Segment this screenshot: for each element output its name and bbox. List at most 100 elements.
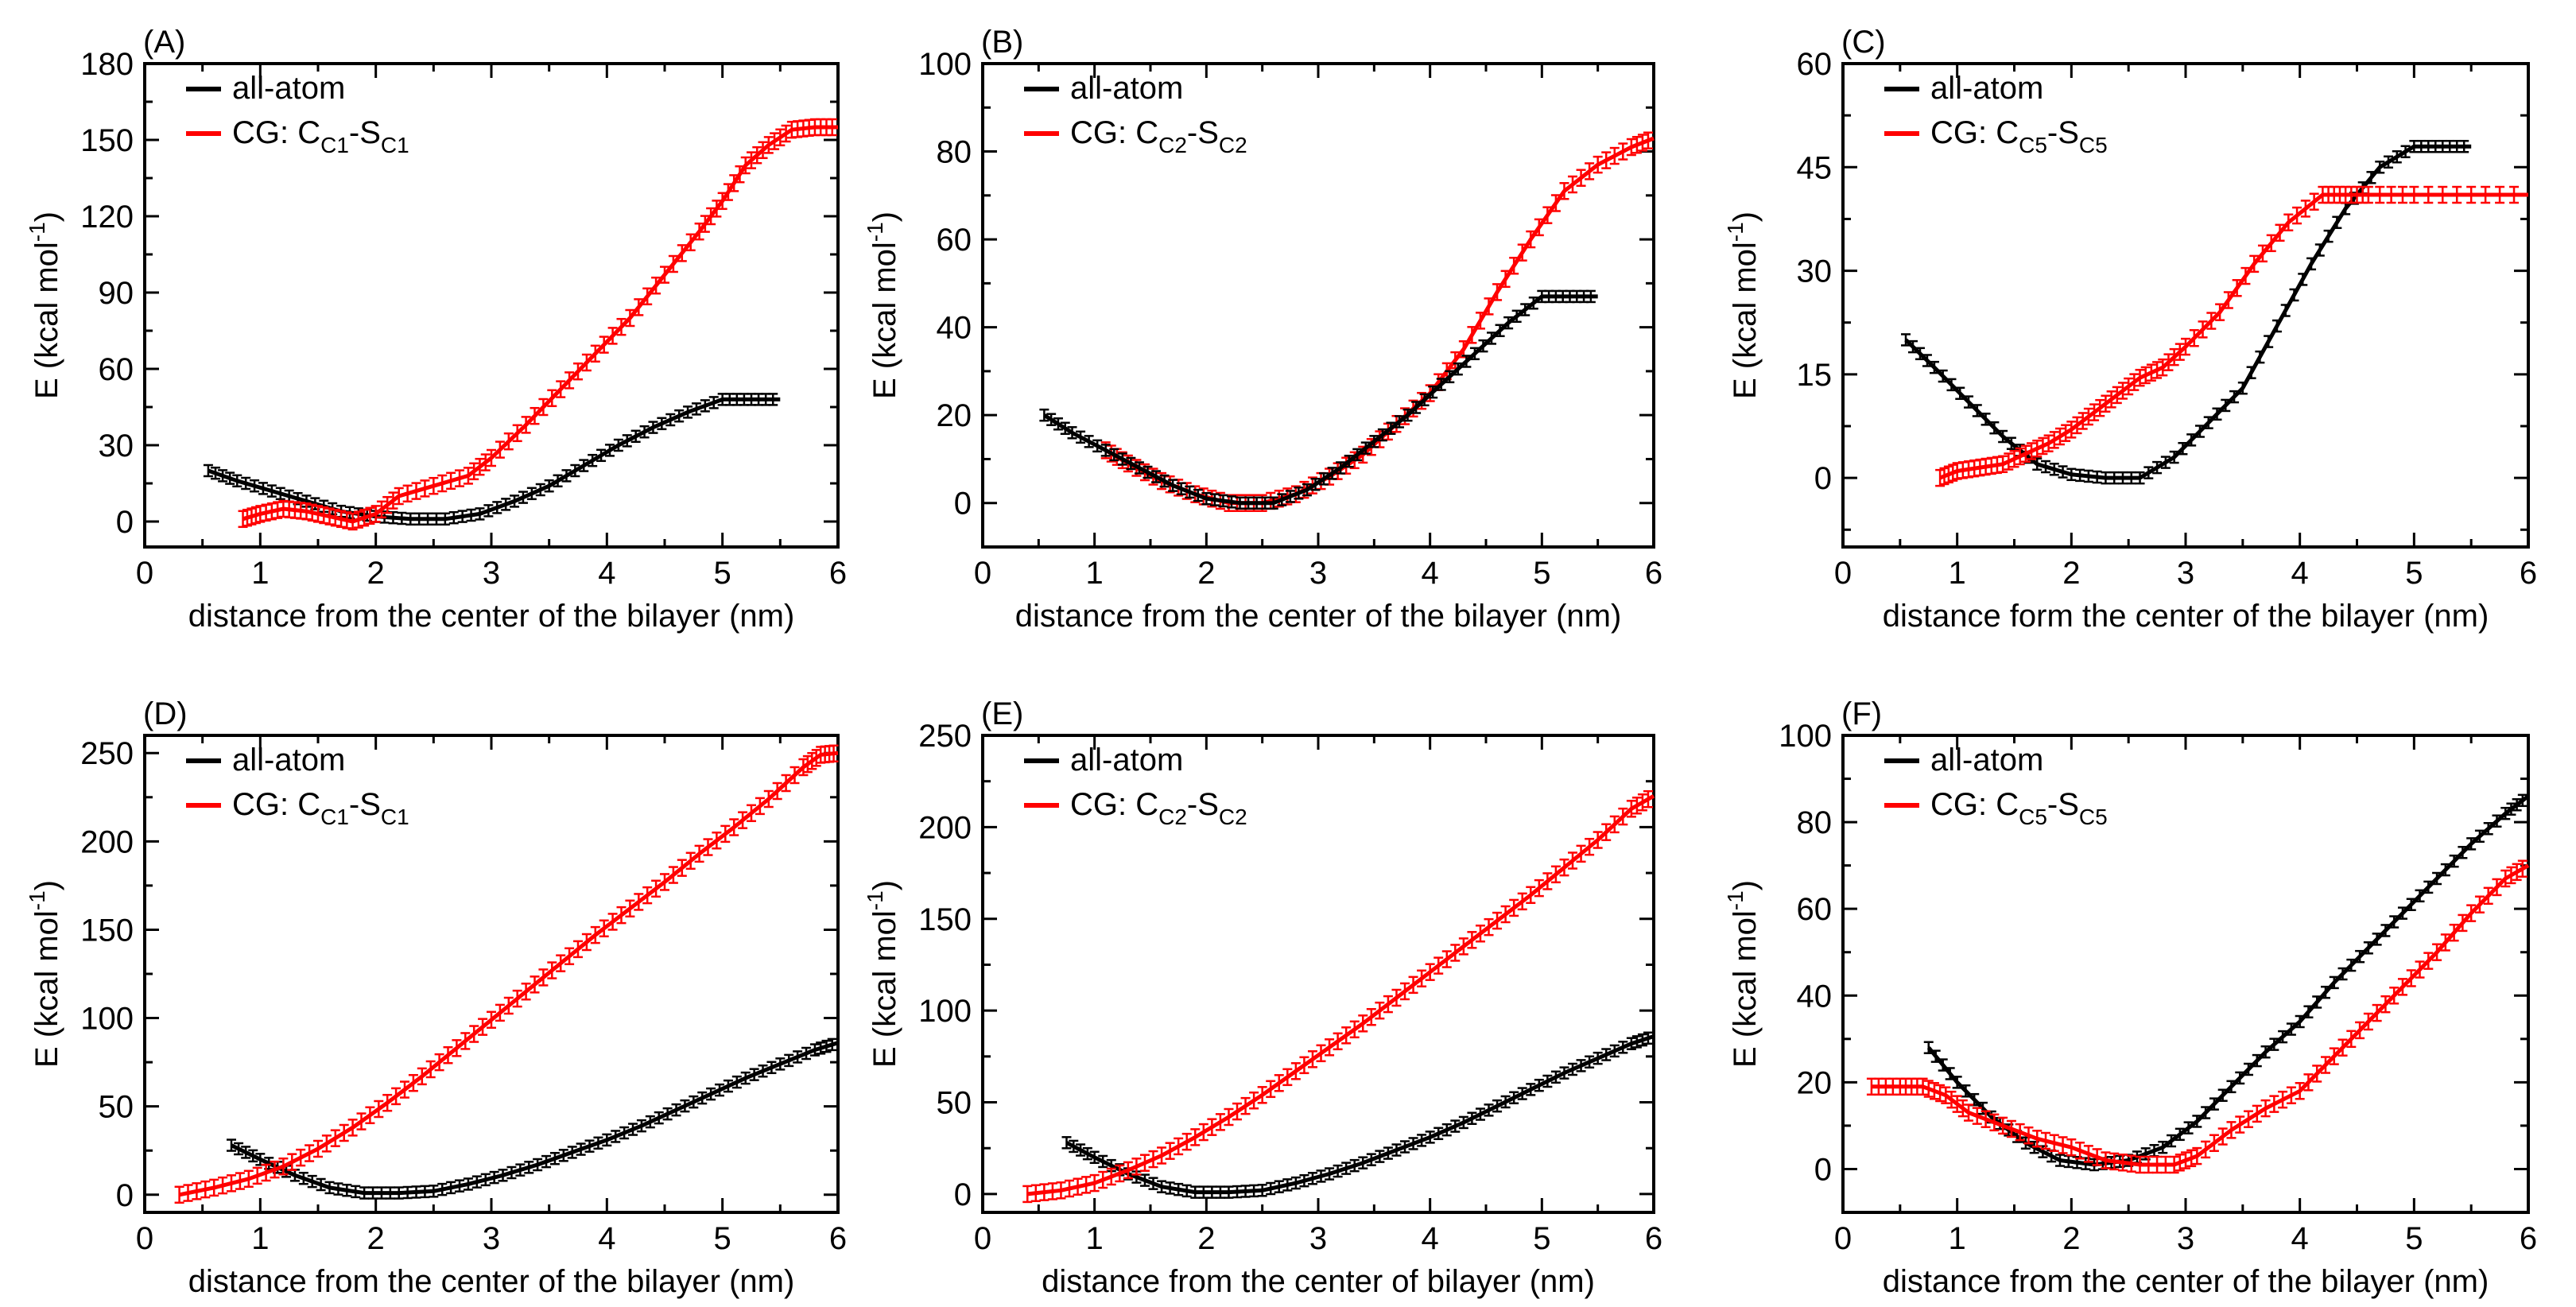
y-tick-label: 250 <box>80 736 134 771</box>
legend-subscript: C2 <box>1158 805 1187 829</box>
legend-text: all-atom <box>232 743 345 778</box>
legend-subscript: C2 <box>1219 133 1247 157</box>
legend-subscript: C2 <box>1219 805 1247 829</box>
legend-entry: CG: CC5-SC5 <box>1930 115 2108 157</box>
legend-subscript: C5 <box>2079 133 2108 157</box>
legend-formula-part: C <box>1996 115 2019 150</box>
x-tick-label: 1 <box>1949 1221 1966 1256</box>
legend-text: all-atom <box>1930 71 2043 106</box>
y-tick-label: 50 <box>99 1090 134 1125</box>
panel-d: 0 1 2 3 4 5 6 0 50 100 150 200 250 distance from the … <box>25 696 847 1299</box>
legend-entry: CG: CC2-SC2 <box>1070 115 1247 157</box>
legend-formula-part: C <box>297 115 320 150</box>
legend: all-atom CG: CC1-SC1 <box>186 71 409 157</box>
x-axis-title: distance from the center of the bilayer … <box>1883 1264 2489 1299</box>
y-tick-label: 100 <box>918 47 972 82</box>
y-axis-title-tail: ) <box>29 211 64 222</box>
series-line <box>230 1041 839 1196</box>
x-tick-label: 3 <box>483 556 500 591</box>
x-tick-label: 4 <box>1422 556 1439 591</box>
legend-entry: all-atom <box>1070 743 1183 778</box>
series-all-atom <box>1923 793 2530 1172</box>
y-axis-title-sup: -1 <box>25 890 49 910</box>
x-tick-label: 6 <box>2520 556 2537 591</box>
y-tick-label: 100 <box>918 994 972 1029</box>
x-tick-label: 0 <box>136 1221 153 1256</box>
x-tick-label: 1 <box>251 1221 269 1256</box>
y-axis-title-main: E (kcal mol <box>29 242 64 399</box>
x-tick-label: 0 <box>1834 1221 1852 1256</box>
series-all-atom <box>203 393 781 526</box>
x-tick-label: 4 <box>598 556 615 591</box>
y-axis-title-main: E (kcal mol <box>29 910 64 1068</box>
legend-text: CG: <box>1930 115 1996 150</box>
y-axis-title-tail: ) <box>1728 880 1763 890</box>
legend-formula-part: -S <box>1187 115 1219 150</box>
y-axis-title: E (kcal mol-1) <box>863 880 902 1068</box>
legend-entry: all-atom <box>1930 743 2043 778</box>
legend-text: all-atom <box>1930 743 2043 778</box>
series-line <box>1904 144 2472 480</box>
x-tick-label: 5 <box>2405 1221 2423 1256</box>
legend-text: all-atom <box>232 71 345 106</box>
series-all-atom <box>1061 1031 1655 1199</box>
panel-label: (D) <box>143 696 188 731</box>
y-axis-title-main: E (kcal mol <box>1728 242 1763 399</box>
y-tick-label: 30 <box>1797 254 1833 289</box>
panel-e: 0 1 2 3 4 5 6 0 50 100 150 200 250 distance from the … <box>863 696 1662 1299</box>
x-axis-title: distance from the center of the bilayer … <box>188 1264 795 1299</box>
y-tick-label: 200 <box>80 824 134 859</box>
y-axis-title-sup: -1 <box>863 890 887 910</box>
legend-formula-part: -S <box>2047 115 2079 150</box>
panel-label: (F) <box>1841 696 1882 731</box>
legend-entry: CG: CC1-SC1 <box>232 115 409 157</box>
x-tick-label: 0 <box>974 1221 991 1256</box>
y-tick-label: 200 <box>918 810 972 845</box>
x-tick-label: 3 <box>1309 1221 1327 1256</box>
series-line <box>242 125 838 524</box>
y-tick-label: 100 <box>80 1002 134 1037</box>
series-all-atom <box>1039 289 1598 510</box>
legend-text: CG: <box>232 115 297 150</box>
x-tick-label: 5 <box>1533 1221 1550 1256</box>
legend-entry: all-atom <box>1930 71 2043 106</box>
panel-label: (B) <box>981 25 1023 60</box>
legend-formula-part: -S <box>2047 787 2079 822</box>
x-axis-title: distance from the center of bilayer (nm) <box>1042 1264 1595 1299</box>
x-tick-label: 3 <box>2177 1221 2194 1256</box>
x-tick-label: 5 <box>714 1221 731 1256</box>
legend-subscript: C5 <box>2019 133 2047 157</box>
x-tick-label: 6 <box>1645 1221 1662 1256</box>
y-tick-label: 20 <box>1797 1065 1833 1100</box>
legend-text: CG: <box>1070 787 1135 822</box>
legend-entry: CG: CC1-SC1 <box>232 787 409 829</box>
panel-label: (E) <box>981 696 1023 731</box>
y-tick-label: 90 <box>99 276 134 311</box>
legend-subscript: C1 <box>320 133 349 157</box>
x-tick-label: 4 <box>2291 556 2309 591</box>
y-axis-title-main: E (kcal mol <box>867 910 902 1068</box>
x-tick-label: 4 <box>2291 1221 2309 1256</box>
y-axis-title-sup: -1 <box>25 222 49 242</box>
legend-entry: all-atom <box>232 71 345 106</box>
legend-text: all-atom <box>1070 743 1183 778</box>
x-tick-label: 0 <box>974 556 991 591</box>
y-axis-title-tail: ) <box>867 880 902 890</box>
legend-formula-part: C <box>1135 115 1158 150</box>
x-tick-label: 1 <box>1949 556 1966 591</box>
series-cg <box>238 118 838 531</box>
x-tick-label: 0 <box>136 556 153 591</box>
legend: all-atom CG: CC1-SC1 <box>186 743 409 829</box>
y-axis-title: E (kcal mol-1) <box>863 211 902 399</box>
y-tick-label: 45 <box>1797 150 1833 185</box>
y-axis-title-tail: ) <box>1728 211 1763 222</box>
panel-label: (A) <box>143 25 185 60</box>
y-axis-title: E (kcal mol-1) <box>1723 211 1763 399</box>
y-axis-title-main: E (kcal mol <box>1728 910 1763 1068</box>
x-tick-label: 5 <box>1533 556 1550 591</box>
